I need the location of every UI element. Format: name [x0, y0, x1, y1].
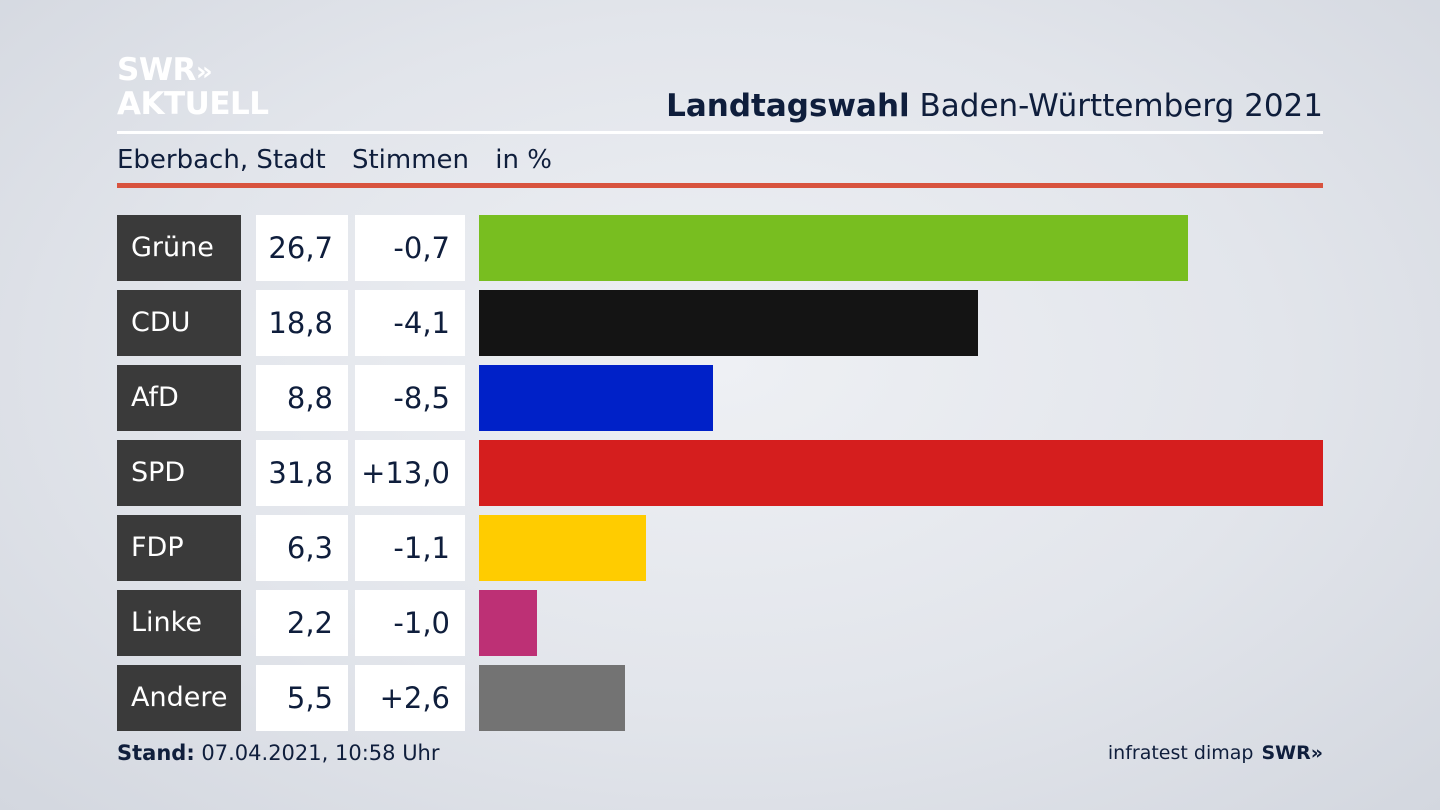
source-label: infratest dimap — [1107, 742, 1254, 764]
vote-share-bar — [479, 365, 713, 431]
top-divider — [117, 131, 1323, 134]
metric-label: Stimmen — [351, 145, 470, 175]
vote-change-value: -8,5 — [355, 365, 465, 431]
footer-chevron-icon: » — [1310, 742, 1323, 764]
vote-change-value: -1,1 — [355, 515, 465, 581]
footer-swr-logo: SWR» — [1261, 742, 1323, 764]
vote-share-bar — [479, 590, 537, 656]
stand-value: 07.04.2021, 10:58 Uhr — [201, 741, 440, 765]
vote-share-value: 26,7 — [256, 215, 348, 281]
vote-share-value: 6,3 — [256, 515, 348, 581]
title-bold: Landtagswahl — [666, 88, 910, 124]
logo-swr-text: SWR — [117, 52, 196, 88]
vote-share-value: 5,5 — [256, 665, 348, 731]
vote-change-value: -4,1 — [355, 290, 465, 356]
swr-aktuell-logo: SWR» AKTUELL — [117, 54, 269, 120]
page-title: Landtagswahl Baden-Württemberg 2021 — [666, 88, 1323, 124]
party-label: Linke — [117, 590, 241, 656]
vote-share-value: 31,8 — [256, 440, 348, 506]
vote-share-bar — [479, 290, 978, 356]
place-label: Eberbach, Stadt — [117, 145, 326, 175]
title-rest: Baden-Württemberg 2021 — [919, 88, 1323, 124]
vote-share-bar — [479, 665, 625, 731]
party-label: AfD — [117, 365, 241, 431]
vote-change-value: +13,0 — [355, 440, 465, 506]
unit-label: in % — [495, 145, 552, 175]
vote-share-value: 2,2 — [256, 590, 348, 656]
red-divider — [117, 183, 1323, 188]
vote-share-bar — [479, 515, 646, 581]
vote-share-value: 18,8 — [256, 290, 348, 356]
vote-change-value: +2,6 — [355, 665, 465, 731]
vote-share-bar — [479, 440, 1323, 506]
party-label: Andere — [117, 665, 241, 731]
vote-share-bar — [479, 215, 1188, 281]
subheader: Eberbach, Stadt Stimmen in % — [117, 145, 570, 175]
party-label: CDU — [117, 290, 241, 356]
party-label: SPD — [117, 440, 241, 506]
vote-share-value: 8,8 — [256, 365, 348, 431]
vote-change-value: -0,7 — [355, 215, 465, 281]
vote-change-value: -1,0 — [355, 590, 465, 656]
source-credit: infratest dimap SWR» — [1108, 742, 1323, 764]
party-label: FDP — [117, 515, 241, 581]
logo-chevron-icon: » — [195, 57, 213, 87]
stand-label: Stand: — [117, 741, 195, 765]
footer-brand-text: SWR — [1261, 742, 1311, 764]
timestamp: Stand: 07.04.2021, 10:58 Uhr — [117, 741, 440, 765]
logo-aktuell-text: AKTUELL — [117, 86, 269, 122]
party-label: Grüne — [117, 215, 241, 281]
